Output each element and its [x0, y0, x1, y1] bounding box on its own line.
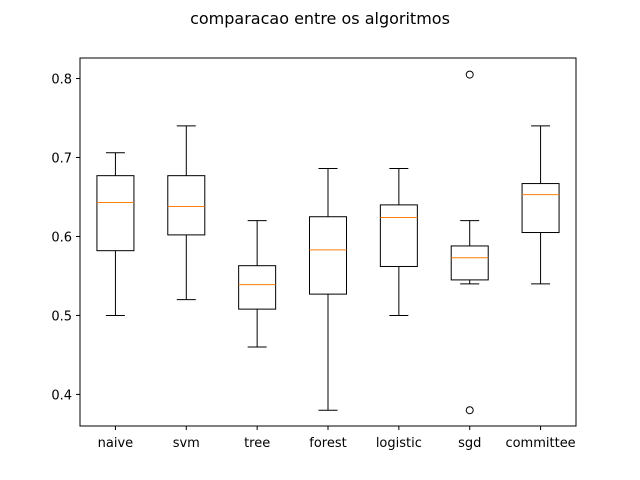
x-tick-label: forest — [309, 436, 346, 451]
x-tick-label: svm — [173, 436, 200, 451]
chart-title: comparacao entre os algoritmos — [190, 9, 450, 28]
y-tick-label: 0.4 — [51, 388, 72, 403]
plot-area: 0.4 0.5 0.6 0.7 0.8 naive svm tree forest logisti… — [51, 57, 577, 451]
y-tick-label: 0.5 — [51, 309, 72, 324]
box-logistic — [379, 204, 418, 267]
outlier-point — [465, 406, 474, 415]
box-naive — [96, 175, 135, 252]
outlier-point — [465, 70, 474, 79]
y-tick-label: 0.7 — [51, 152, 72, 167]
x-tick-label: sgd — [458, 436, 481, 451]
box-forest — [309, 216, 347, 295]
x-tick-label: committee — [505, 436, 575, 451]
box-sgd — [450, 245, 489, 281]
x-tick-label: logistic — [376, 436, 422, 451]
box-committee — [521, 183, 560, 234]
box-svm — [167, 175, 206, 236]
x-tick-label: tree — [244, 436, 270, 451]
box-tree — [238, 265, 277, 310]
y-tick-label: 0.8 — [51, 73, 72, 88]
x-tick-label: naive — [98, 436, 134, 451]
y-tick-label: 0.6 — [51, 230, 72, 245]
